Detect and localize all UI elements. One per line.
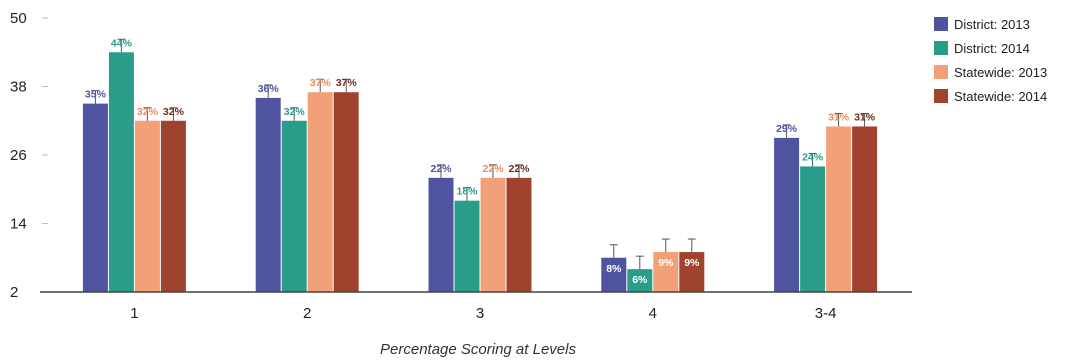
data-label: 37% [336, 77, 358, 89]
bar [255, 97, 281, 293]
bar-group: 22% 18% 22% 22% [428, 163, 532, 292]
bar [601, 257, 627, 292]
data-label: 24% [802, 151, 824, 163]
bar-group: 8% 6% 9% 9% [601, 238, 705, 292]
bar [428, 177, 454, 292]
data-label: 6% [632, 274, 648, 286]
bar [108, 52, 134, 292]
data-label: 35% [85, 89, 107, 101]
bar [826, 126, 852, 292]
bar [506, 177, 532, 292]
bar [454, 200, 480, 292]
legend: District: 2013 District: 2014 Statewide: 2… [934, 17, 1047, 104]
data-label: 31% [854, 111, 876, 123]
x-tick-label: 3 [476, 305, 484, 322]
legend-label: District: 2014 [954, 41, 1030, 56]
bar [480, 177, 506, 292]
bar [307, 92, 333, 292]
y-tick-label: 2 [10, 284, 18, 301]
y-tick-label: 26 [10, 147, 27, 164]
x-tick-label: 2 [303, 305, 311, 322]
y-tick-label: 14 [10, 216, 27, 233]
bar [800, 166, 826, 292]
legend-swatch [934, 41, 948, 55]
legend-label: Statewide: 2013 [954, 65, 1047, 80]
bar [653, 252, 679, 292]
bar [134, 120, 160, 292]
data-label: 37% [310, 77, 332, 89]
legend-label: Statewide: 2014 [954, 89, 1047, 104]
bar [679, 252, 705, 292]
data-label: 32% [137, 106, 159, 118]
bar [774, 137, 800, 292]
data-label: 44% [111, 37, 133, 49]
bar [852, 126, 878, 292]
data-label: 31% [828, 111, 850, 123]
x-axis-title: Percentage Scoring at Levels [380, 341, 576, 358]
x-tick-label: 4 [649, 305, 657, 322]
bars: 35% 44% 32% 32% 36% 32% 37% 37% 22% 18% 22% 22% 8% 6%… [82, 37, 878, 293]
data-label: 18% [456, 186, 478, 198]
legend-swatch [934, 17, 948, 31]
y-axis: 2 14 26 38 50 [10, 10, 48, 301]
data-label: 32% [284, 106, 306, 118]
x-tick-label: 3-4 [815, 305, 837, 322]
bar [281, 120, 307, 292]
data-label: 29% [776, 123, 798, 135]
data-label: 22% [430, 163, 452, 175]
bar [627, 269, 653, 292]
data-label: 9% [658, 257, 674, 269]
bar-group: 35% 44% 32% 32% [82, 37, 186, 292]
data-label: 9% [684, 257, 700, 269]
y-tick-label: 38 [10, 79, 27, 96]
bar-group: 29% 24% 31% 31% [774, 111, 878, 292]
data-label: 22% [482, 163, 504, 175]
legend-swatch [934, 89, 948, 103]
data-label: 22% [508, 163, 530, 175]
bar [82, 103, 108, 292]
legend-swatch [934, 65, 948, 79]
bar [333, 92, 359, 292]
y-tick-label: 50 [10, 10, 27, 27]
data-label: 36% [258, 83, 280, 95]
bar [160, 120, 186, 292]
x-axis: 1 2 3 4 3-4 [40, 291, 912, 322]
bar-group: 36% 32% 37% 37% [255, 77, 359, 293]
data-label: 8% [606, 263, 622, 275]
data-label: 32% [163, 106, 185, 118]
x-tick-label: 1 [130, 305, 138, 322]
legend-label: District: 2013 [954, 17, 1030, 32]
